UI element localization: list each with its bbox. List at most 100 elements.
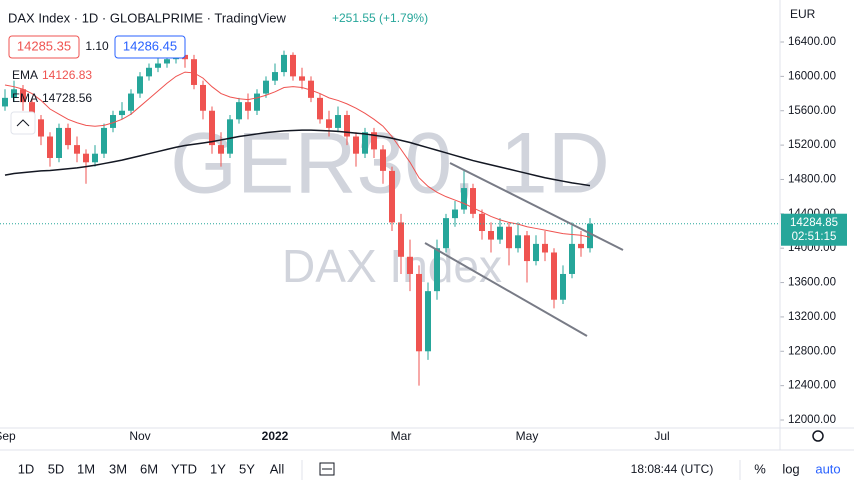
candle-body — [254, 93, 260, 111]
candle-body — [344, 115, 350, 137]
log-toggle[interactable]: log — [782, 461, 799, 476]
candle-body — [83, 153, 89, 163]
y-tick-label: 15600.00 — [788, 105, 836, 117]
candle-body — [434, 248, 440, 292]
chart-title: DAX Index · 1D · GLOBALPRIME · TradingVi… — [8, 10, 287, 25]
candle-body — [389, 170, 395, 223]
ema-line — [4, 129, 591, 187]
candle-body — [362, 132, 368, 154]
candle-body — [326, 119, 332, 128]
ask-box[interactable] — [114, 35, 186, 59]
range-button[interactable]: 1Y — [210, 461, 226, 476]
candle-body — [281, 54, 287, 73]
bid[interactable]: 14285.35 — [17, 38, 71, 53]
range-button[interactable]: 3M — [109, 461, 127, 476]
clock: 18:08:44 (UTC) — [631, 462, 714, 476]
candle-body — [353, 136, 359, 154]
candle-body — [227, 119, 233, 154]
y-tick-label: 13200.00 — [788, 311, 836, 323]
legend-label: EMA — [12, 91, 38, 105]
candle-body — [578, 243, 584, 249]
candle-body — [2, 97, 8, 107]
trend-line — [424, 242, 588, 337]
candle-body — [209, 110, 215, 146]
x-tick-label: Jul — [654, 429, 669, 443]
candle-body — [47, 136, 53, 158]
candle-body — [398, 222, 404, 257]
candle-body — [92, 153, 98, 163]
candle-body — [56, 127, 62, 158]
last-price-box — [781, 213, 847, 246]
percent-toggle[interactable]: % — [754, 461, 766, 476]
y-tick-label: 15200.00 — [788, 139, 836, 151]
candle-body — [299, 76, 305, 81]
candle-body — [272, 72, 278, 81]
bid-box[interactable] — [8, 35, 80, 59]
candle-body — [506, 226, 512, 249]
range-button[interactable]: YTD — [171, 461, 197, 476]
candle-body — [551, 252, 557, 300]
candle-body — [560, 273, 566, 300]
candle-body — [74, 145, 80, 154]
auto-toggle[interactable]: auto — [815, 461, 840, 476]
candle-body — [38, 119, 44, 137]
candle-body — [407, 256, 413, 274]
candle-body — [29, 102, 35, 120]
candle-body — [488, 231, 494, 240]
x-tick-label: Mar — [391, 429, 412, 443]
candle-body — [587, 223, 593, 249]
candle-body — [470, 188, 476, 214]
candle-body — [443, 218, 449, 249]
range-button[interactable]: 5Y — [239, 461, 255, 476]
watermark-sub: DAX Index — [282, 240, 502, 292]
x-tick-label: Nov — [129, 429, 150, 443]
range-button[interactable]: 1M — [77, 461, 95, 476]
countdown: 02:51:15 — [792, 231, 837, 243]
candle-body — [497, 226, 503, 240]
ask[interactable]: 14286.45 — [123, 38, 177, 53]
candle-body — [317, 97, 323, 120]
ema-line — [4, 71, 591, 238]
legend-value: 14126.83 — [42, 68, 92, 82]
spread: 1.10 — [85, 39, 109, 53]
y-tick-label: 12400.00 — [788, 380, 836, 392]
candle-body — [128, 93, 134, 111]
candle-body — [569, 243, 575, 274]
trend-line — [449, 162, 624, 251]
candle-body — [452, 209, 458, 219]
y-tick-label: 16400.00 — [788, 36, 836, 48]
collapse-icon — [16, 119, 30, 127]
y-tick-label: 12800.00 — [788, 345, 836, 357]
y-tick-label: 14800.00 — [788, 173, 836, 185]
candle-body — [236, 102, 242, 120]
settings-icon[interactable] — [812, 430, 824, 442]
x-tick-label: May — [516, 429, 539, 443]
x-tick-label: 2022 — [262, 429, 289, 443]
collapse-button[interactable] — [10, 111, 36, 135]
candle-body — [533, 243, 539, 262]
currency: EUR — [790, 7, 816, 21]
candle-body — [110, 115, 116, 128]
range-button[interactable]: 5D — [48, 461, 65, 476]
y-tick-label: 13600.00 — [788, 277, 836, 289]
change: +251.55 (+1.79%) — [332, 11, 428, 25]
last-price-label: 14284.85 — [790, 217, 838, 229]
candle-body — [263, 80, 269, 94]
candle-body — [380, 149, 386, 171]
replay-icon[interactable] — [319, 462, 335, 476]
candle-body — [371, 132, 377, 150]
candle-body — [164, 59, 170, 64]
candle-body — [119, 110, 125, 116]
y-tick-label: 16000.00 — [788, 70, 836, 82]
range-button[interactable]: 6M — [140, 461, 158, 476]
range-button[interactable]: All — [270, 461, 285, 476]
candle-body — [65, 127, 71, 146]
candle-body — [137, 76, 143, 94]
candle-body — [479, 213, 485, 232]
range-button[interactable]: 1D — [18, 461, 35, 476]
candle-body — [245, 102, 251, 111]
candle-body — [308, 80, 314, 98]
legend-value: 14728.56 — [42, 91, 92, 105]
candle-body — [20, 89, 26, 103]
